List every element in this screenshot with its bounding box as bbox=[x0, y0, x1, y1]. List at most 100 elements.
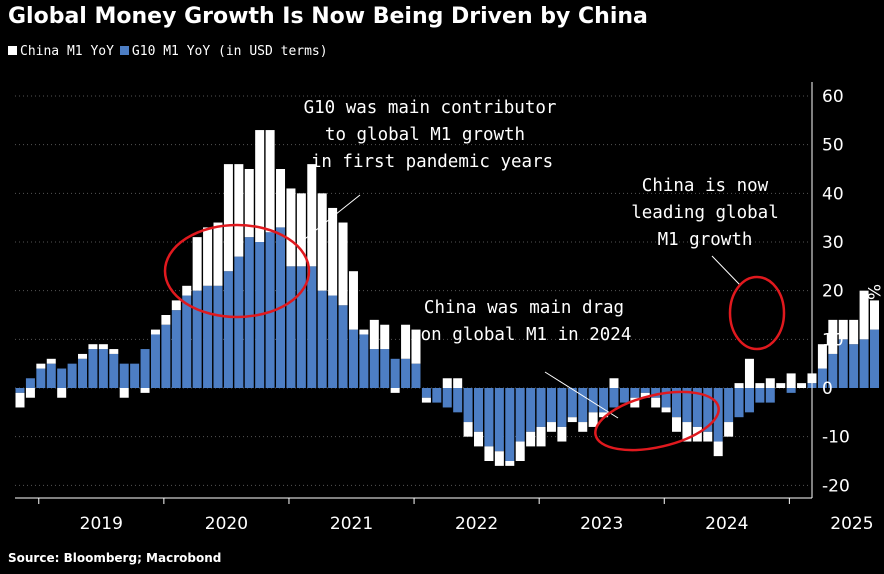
bar-china-23 bbox=[255, 130, 265, 242]
bar-china-4 bbox=[57, 388, 67, 398]
bar-g10-28 bbox=[307, 266, 317, 388]
bar-china-15 bbox=[171, 300, 181, 311]
x-axis: 2019 2020 2021 2022 2023 2024 2025 bbox=[15, 497, 874, 534]
annotation-leading-line-2: leading global bbox=[631, 203, 779, 223]
bar-china-60 bbox=[640, 392, 650, 398]
bar-china-26 bbox=[286, 188, 296, 267]
bar-g10-45 bbox=[484, 388, 494, 447]
annotation-g10-line-2: to global M1 growth bbox=[325, 125, 525, 145]
bar-china-68 bbox=[724, 422, 734, 437]
bar-china-13 bbox=[150, 329, 160, 335]
bar-g10-81 bbox=[859, 339, 869, 388]
x-tick-label-2021: 2021 bbox=[330, 514, 373, 534]
x-tick-label-2022: 2022 bbox=[455, 514, 498, 534]
x-tick-label-2019: 2019 bbox=[80, 514, 123, 534]
bar-g10-15 bbox=[171, 310, 181, 388]
annotation-g10-line-3: in first pandemic years bbox=[311, 152, 553, 172]
bar-g10-65 bbox=[692, 388, 702, 427]
bar-china-38 bbox=[411, 329, 421, 364]
bar-g10-22 bbox=[244, 237, 254, 388]
annotation-leading-leader bbox=[711, 255, 741, 286]
bar-china-70 bbox=[744, 358, 754, 388]
bar-g10-31 bbox=[338, 305, 348, 388]
bar-china-77 bbox=[817, 344, 827, 369]
bar-g10-46 bbox=[494, 388, 504, 452]
bar-g10-48 bbox=[515, 388, 525, 442]
bar-china-69 bbox=[734, 383, 744, 388]
bar-china-1 bbox=[25, 388, 35, 398]
bar-g10-69 bbox=[734, 388, 744, 418]
y-tick-label-60: 60 bbox=[822, 87, 844, 107]
bar-china-62 bbox=[661, 407, 671, 413]
bar-china-74 bbox=[786, 373, 796, 388]
bar-g10-29 bbox=[317, 290, 327, 388]
bar-g10-72 bbox=[765, 388, 775, 403]
annotation-drag-line-2: on global M1 in 2024 bbox=[421, 325, 632, 345]
bar-g10-34 bbox=[369, 349, 379, 388]
bar-china-50 bbox=[536, 426, 546, 447]
bar-china-64 bbox=[682, 422, 692, 442]
bar-china-79 bbox=[838, 319, 848, 340]
bar-g10-60 bbox=[640, 388, 650, 393]
bar-china-61 bbox=[651, 397, 661, 408]
bar-g10-0 bbox=[15, 388, 25, 393]
bar-g10-63 bbox=[672, 388, 682, 418]
bar-g10-8 bbox=[98, 349, 108, 388]
bar-china-18 bbox=[203, 227, 213, 286]
legend-entry-g10: G10 M1 YoY (in USD terms) bbox=[119, 44, 328, 59]
legend-swatch-g10 bbox=[119, 46, 129, 55]
y-tick-label-0: 0 bbox=[822, 379, 833, 399]
x-tick-label-2024: 2024 bbox=[705, 514, 748, 534]
bar-china-32 bbox=[348, 271, 358, 330]
bar-china-49 bbox=[526, 431, 536, 447]
annotation-drag-leader bbox=[544, 371, 619, 419]
bar-g10-32 bbox=[348, 329, 358, 388]
x-tick-label-2023: 2023 bbox=[580, 514, 623, 534]
bar-china-80 bbox=[849, 319, 859, 345]
bar-china-39 bbox=[421, 397, 431, 403]
bar-g10-43 bbox=[463, 388, 473, 423]
y-axis-unit: % bbox=[863, 284, 883, 300]
y-tick-label-30: 30 bbox=[822, 233, 844, 253]
bar-china-10 bbox=[119, 388, 129, 398]
y-tick-label-10: 10 bbox=[822, 330, 844, 350]
bar-g10-50 bbox=[536, 388, 546, 427]
bars bbox=[15, 130, 880, 466]
bar-g10-33 bbox=[359, 334, 369, 388]
bar-g10-5 bbox=[67, 363, 77, 388]
bar-china-51 bbox=[546, 422, 556, 432]
bar-china-21 bbox=[234, 164, 244, 257]
bar-china-81 bbox=[859, 290, 869, 340]
x-tick-label-2020: 2020 bbox=[205, 514, 248, 534]
bar-g10-19 bbox=[213, 285, 223, 388]
bar-china-82 bbox=[870, 300, 880, 330]
bar-g10-24 bbox=[265, 232, 275, 388]
bar-china-7 bbox=[88, 344, 98, 350]
bar-g10-80 bbox=[849, 344, 859, 388]
bar-g10-18 bbox=[203, 285, 213, 388]
bar-china-66 bbox=[703, 431, 713, 442]
highlight-circle-g10 bbox=[163, 223, 311, 319]
bar-g10-6 bbox=[78, 358, 88, 388]
bar-china-36 bbox=[390, 388, 400, 393]
bar-g10-57 bbox=[609, 388, 619, 408]
bar-g10-7 bbox=[88, 349, 98, 388]
bar-g10-47 bbox=[505, 388, 515, 461]
highlight-circle-leading bbox=[728, 275, 786, 351]
bar-g10-44 bbox=[474, 388, 484, 432]
bar-china-2 bbox=[36, 363, 46, 369]
bar-china-8 bbox=[98, 344, 108, 350]
bar-china-53 bbox=[567, 417, 577, 423]
bar-china-29 bbox=[317, 193, 327, 291]
bar-china-28 bbox=[307, 164, 317, 267]
bar-china-48 bbox=[515, 441, 525, 461]
bar-g10-26 bbox=[286, 266, 296, 388]
bar-g10-74 bbox=[786, 388, 796, 393]
bar-china-30 bbox=[328, 207, 338, 296]
annotation-g10-line-1: G10 was main contributor bbox=[304, 98, 557, 118]
annotation-drag-line-1: China was main drag bbox=[424, 298, 624, 318]
bar-g10-77 bbox=[817, 368, 827, 388]
bar-g10-61 bbox=[651, 388, 661, 398]
bar-china-16 bbox=[182, 285, 192, 296]
bar-china-56 bbox=[599, 412, 609, 418]
